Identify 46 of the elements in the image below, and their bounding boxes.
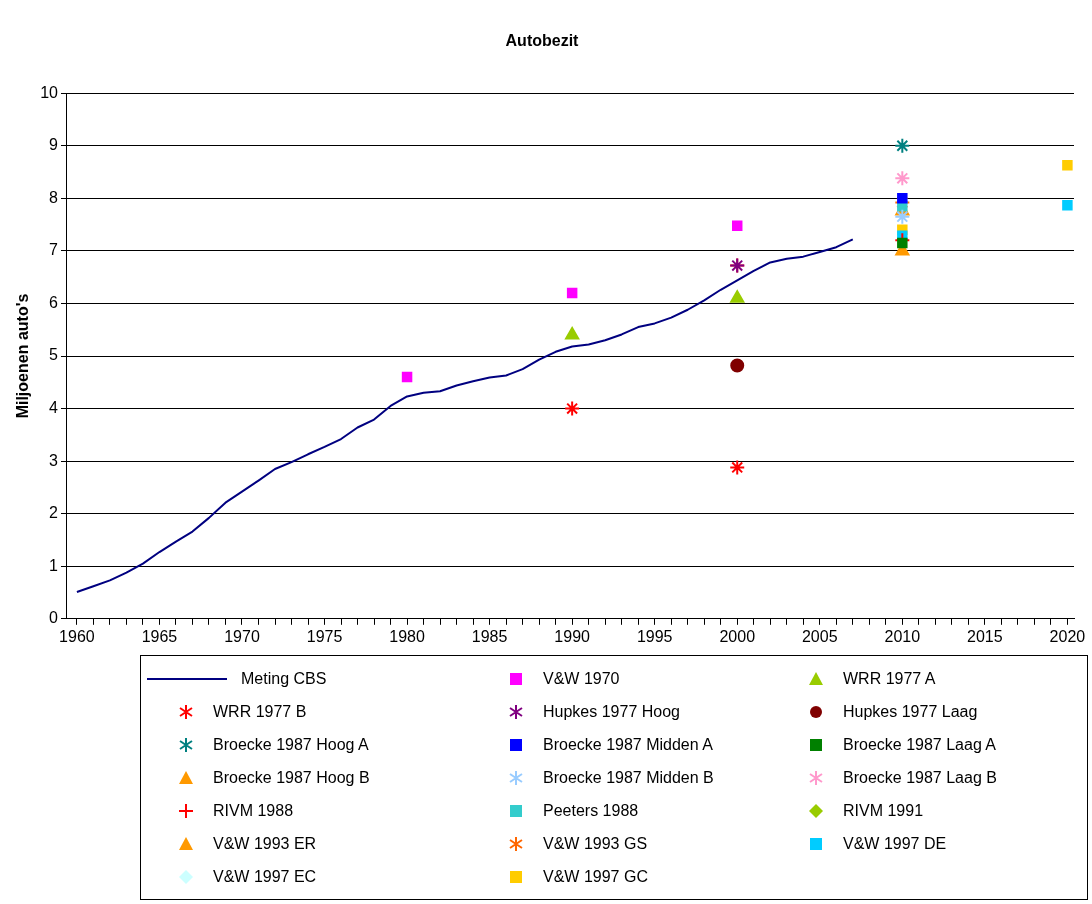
legend-label: Broecke 1987 Laag A <box>843 735 997 754</box>
legend-label: V&W 1997 GC <box>543 867 648 886</box>
legend-label: Peeters 1988 <box>543 801 639 820</box>
y-tick-label: 1 <box>49 556 59 574</box>
legend-label: WRR 1977 A <box>843 669 936 688</box>
x-tick-label: 2020 <box>1049 627 1086 645</box>
x-tick-label: 2000 <box>719 627 756 645</box>
legend-label: Hupkes 1977 Hoog <box>543 702 680 721</box>
x-tick-label: 1990 <box>554 627 591 645</box>
legend-label: Broecke 1987 Laag B <box>843 768 997 787</box>
legend-label: WRR 1977 B <box>213 702 307 721</box>
x-tick-label: 1970 <box>224 627 260 645</box>
y-tick-label: 9 <box>49 136 59 154</box>
legend-label: V&W 1997 EC <box>213 867 317 886</box>
legend-label: RIVM 1988 <box>213 801 294 820</box>
y-tick-label: 4 <box>49 398 59 416</box>
x-tick-label: 1965 <box>141 627 178 645</box>
x-tick-label: 2010 <box>884 627 921 645</box>
x-tick-label: 2005 <box>801 627 838 645</box>
y-tick-label: 7 <box>49 241 59 259</box>
legend-label: RIVM 1991 <box>843 801 924 820</box>
y-tick-label: 3 <box>49 451 59 469</box>
x-tick-label: 1980 <box>389 627 425 645</box>
y-tick-label: 6 <box>49 293 59 311</box>
y-tick-label: 0 <box>49 609 59 627</box>
legend-label: Hupkes 1977 Laag <box>843 702 978 721</box>
y-axis-title: Miljoenen auto's <box>14 293 32 419</box>
legend-label: V&W 1970 <box>543 669 620 688</box>
y-tick-label: 8 <box>49 188 59 206</box>
x-tick-label: 1985 <box>471 627 508 645</box>
x-tick-label: 2015 <box>967 627 1003 645</box>
x-tick-label: 1975 <box>306 627 343 645</box>
y-tick-label: 5 <box>49 346 59 364</box>
legend-label: Broecke 1987 Hoog A <box>213 735 369 754</box>
legend-label: Broecke 1987 Midden A <box>543 735 713 754</box>
y-tick-label: 2 <box>49 504 59 522</box>
legend-label: Broecke 1987 Hoog B <box>213 768 370 787</box>
x-tick-label: 1960 <box>59 627 95 645</box>
legend-label: Meting CBS <box>241 669 327 688</box>
legend-label: V&W 1997 DE <box>843 834 947 853</box>
legend-label: V&W 1993 ER <box>213 834 317 853</box>
legend-label: Broecke 1987 Midden B <box>543 768 714 787</box>
legend-label: V&W 1993 GS <box>543 834 648 853</box>
y-tick-label: 10 <box>40 83 59 101</box>
x-tick-label: 1995 <box>636 627 673 645</box>
chart-title: Autobezit <box>505 32 580 50</box>
